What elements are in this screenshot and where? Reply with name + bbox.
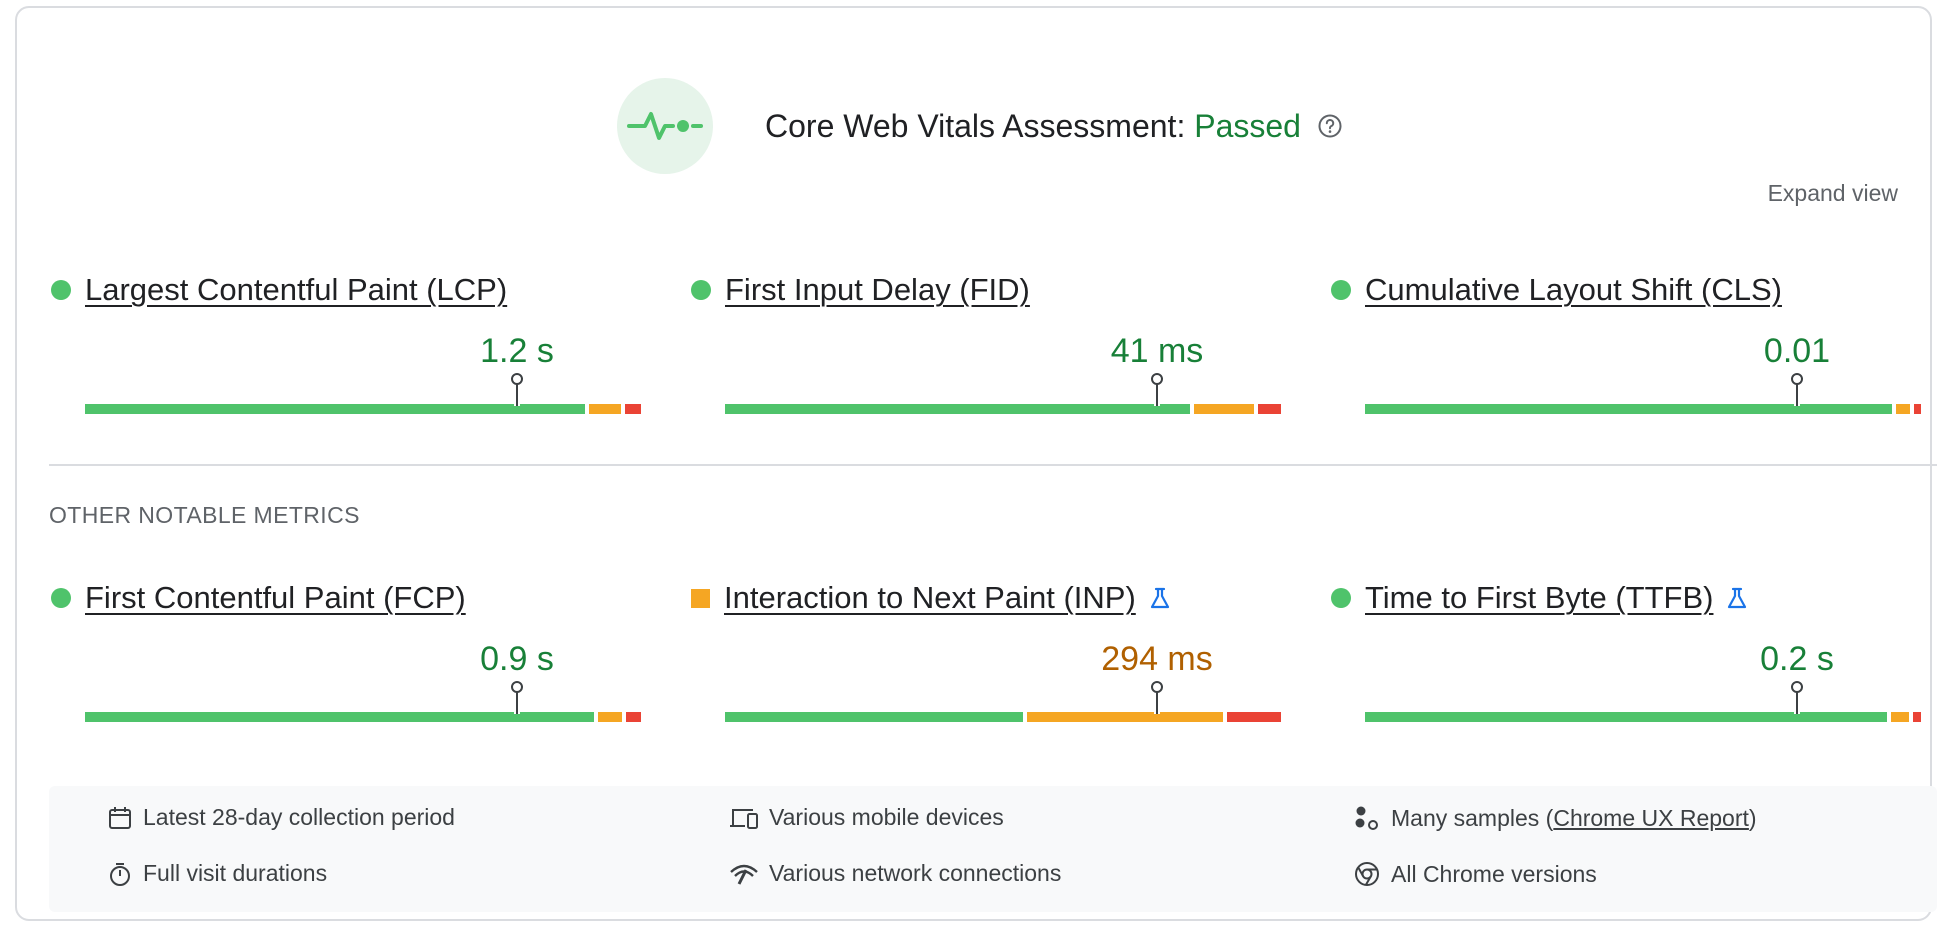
distribution-bar bbox=[85, 712, 641, 722]
good-status-dot bbox=[1331, 588, 1351, 608]
distribution-bar bbox=[1365, 712, 1921, 722]
core-web-vitals-card: Core Web Vitals Assessment: Passed Expan… bbox=[15, 6, 1937, 921]
chrome-versions-info: All Chrome versions bbox=[1353, 860, 1597, 888]
distribution-bar bbox=[85, 404, 641, 414]
assessment-header: Core Web Vitals Assessment: Passed bbox=[617, 78, 1343, 174]
metric-lcp: Largest Contentful Paint (LCP) 1.2 s bbox=[51, 270, 651, 414]
network-signal-icon bbox=[730, 864, 758, 885]
good-status-dot bbox=[51, 280, 71, 300]
good-status-dot bbox=[1331, 280, 1351, 300]
metric-cls: Cumulative Layout Shift (CLS) 0.01 bbox=[1331, 270, 1931, 414]
devices-info: Various mobile devices bbox=[729, 804, 1004, 831]
flask-icon[interactable] bbox=[1725, 586, 1749, 610]
distribution-bar bbox=[725, 712, 1281, 722]
chrome-icon bbox=[1355, 862, 1379, 886]
assessment-status: Passed bbox=[1194, 107, 1301, 144]
devices-text: Various mobile devices bbox=[769, 804, 1004, 830]
assessment-title-prefix: Core Web Vitals Assessment: bbox=[765, 107, 1195, 144]
network-info: Various network connections bbox=[729, 860, 1061, 887]
metric-ttfb-link[interactable]: Time to First Byte (TTFB) bbox=[1365, 580, 1714, 615]
metric-fcp: First Contentful Paint (FCP) 0.9 s bbox=[51, 578, 651, 722]
visit-durations-text: Full visit durations bbox=[143, 860, 328, 886]
good-status-dot bbox=[691, 280, 711, 300]
metric-fid-value: 41 ms bbox=[1110, 332, 1204, 370]
expand-view-button[interactable]: Expand view bbox=[1767, 180, 1898, 206]
distribution-bar bbox=[1365, 404, 1921, 414]
metric-lcp-value: 1.2 s bbox=[480, 332, 554, 370]
percentile-marker bbox=[1151, 373, 1163, 406]
metric-inp: Interaction to Next Paint (INP) 294 ms bbox=[691, 578, 1291, 722]
percentile-marker bbox=[1151, 681, 1163, 714]
good-status-dot bbox=[51, 588, 71, 608]
metric-fcp-value: 0.9 s bbox=[480, 640, 554, 678]
samples-icon bbox=[1355, 806, 1378, 830]
devices-icon bbox=[730, 808, 758, 829]
metric-fid-link[interactable]: First Input Delay (FID) bbox=[725, 272, 1030, 307]
data-source-footer: Latest 28-day collection period Full vis… bbox=[49, 786, 1937, 912]
samples-info: Many samples (Chrome UX Report) bbox=[1353, 804, 1757, 832]
other-metrics-heading: OTHER NOTABLE METRICS bbox=[49, 502, 360, 528]
percentile-marker bbox=[1791, 373, 1803, 406]
flask-icon[interactable] bbox=[1148, 586, 1172, 610]
metric-cls-link[interactable]: Cumulative Layout Shift (CLS) bbox=[1365, 272, 1782, 307]
metric-ttfb: Time to First Byte (TTFB) 0.2 s bbox=[1331, 578, 1931, 722]
samples-suffix: ) bbox=[1748, 804, 1757, 831]
metric-cls-value: 0.01 bbox=[1763, 332, 1831, 370]
metric-ttfb-value: 0.2 s bbox=[1760, 640, 1834, 678]
chrome-ux-report-link[interactable]: Chrome UX Report bbox=[1553, 804, 1749, 831]
percentile-marker bbox=[1791, 681, 1803, 714]
calendar-icon bbox=[109, 806, 131, 829]
metric-inp-link[interactable]: Interaction to Next Paint (INP) bbox=[724, 580, 1136, 615]
collection-period-info: Latest 28-day collection period bbox=[107, 804, 455, 831]
metric-fid: First Input Delay (FID) 41 ms bbox=[691, 270, 1291, 414]
pulse-icon bbox=[617, 78, 713, 174]
visit-durations-info: Full visit durations bbox=[107, 860, 327, 887]
section-divider bbox=[49, 464, 1937, 466]
metric-fcp-link[interactable]: First Contentful Paint (FCP) bbox=[85, 580, 466, 615]
assessment-title: Core Web Vitals Assessment: Passed bbox=[765, 108, 1301, 145]
samples-prefix: Many samples ( bbox=[1391, 804, 1554, 831]
metric-lcp-link[interactable]: Largest Contentful Paint (LCP) bbox=[85, 272, 508, 307]
collection-period-text: Latest 28-day collection period bbox=[143, 804, 455, 830]
distribution-bar bbox=[725, 404, 1281, 414]
percentile-marker bbox=[511, 681, 523, 714]
network-text: Various network connections bbox=[769, 860, 1062, 886]
chrome-versions-text: All Chrome versions bbox=[1391, 860, 1597, 887]
stopwatch-icon bbox=[110, 862, 130, 886]
metric-inp-value: 294 ms bbox=[1101, 640, 1213, 678]
question-circle-icon[interactable] bbox=[1317, 113, 1343, 139]
percentile-marker bbox=[511, 373, 523, 406]
needs-improvement-square bbox=[691, 588, 710, 608]
